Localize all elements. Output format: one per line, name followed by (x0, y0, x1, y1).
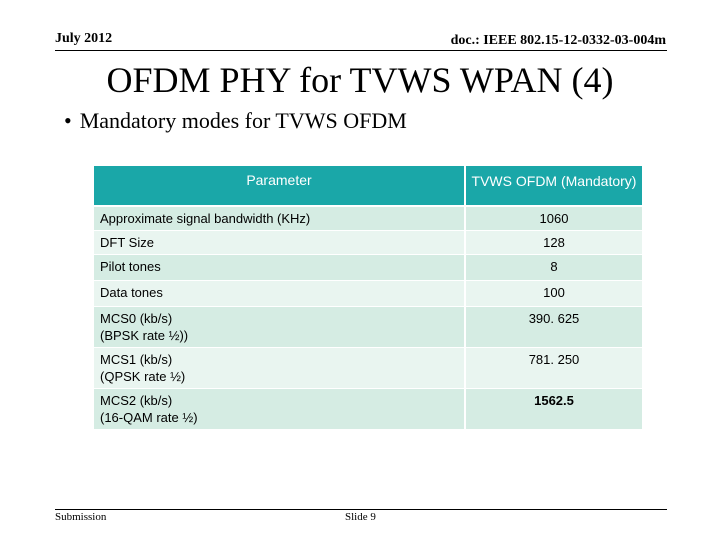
parameter-cell: Pilot tones (94, 255, 466, 281)
table-row: MCS1 (kb/s) (QPSK rate ½) 781. 250 (94, 348, 642, 389)
table-row: DFT Size 128 (94, 231, 642, 255)
parameter-line: (BPSK rate ½)) (100, 328, 189, 343)
parameter-cell: MCS1 (kb/s) (QPSK rate ½) (94, 348, 466, 389)
value-cell: 128 (466, 231, 642, 255)
footer-slide-number: Slide 9 (345, 511, 376, 523)
parameter-line: MCS1 (kb/s) (100, 352, 173, 367)
table-header-row: Parameter TVWS OFDM (Mandatory) (94, 166, 642, 207)
value-cell: 390. 625 (466, 307, 642, 348)
bullet-item: • Mandatory modes for TVWS OFDM (64, 107, 407, 135)
parameter-cell: MCS2 (kb/s) (16-QAM rate ½) (94, 389, 466, 430)
table-row: MCS0 (kb/s) (BPSK rate ½)) 390. 625 (94, 307, 642, 348)
parameter-cell: Data tones (94, 281, 466, 307)
value-cell: 100 (466, 281, 642, 307)
column-header-parameter: Parameter (94, 166, 466, 207)
bullet-text: Mandatory modes for TVWS OFDM (79, 108, 407, 133)
table-row: Pilot tones 8 (94, 255, 642, 281)
value-cell: 8 (466, 255, 642, 281)
column-header-tvws-ofdm: TVWS OFDM (Mandatory) (466, 166, 642, 207)
value-cell: 1060 (466, 207, 642, 231)
parameter-line: MCS2 (kb/s) (100, 393, 173, 408)
table-row: Approximate signal bandwidth (KHz) 1060 (94, 207, 642, 231)
parameter-cell: DFT Size (94, 231, 466, 255)
value-cell: 1562.5 (466, 389, 642, 430)
value-cell: 781. 250 (466, 348, 642, 389)
header-doc-id: doc.: IEEE 802.15-12-0332-03-004m (450, 33, 666, 48)
table-row: MCS2 (kb/s) (16-QAM rate ½) 1562.5 (94, 389, 642, 430)
slide-title: OFDM PHY for TVWS WPAN (4) (106, 60, 614, 100)
footer-divider (55, 509, 667, 510)
footer-submission: Submission (55, 511, 107, 523)
parameter-line: (16-QAM rate ½) (100, 410, 198, 425)
bullet-symbol: • (64, 108, 72, 133)
parameter-line: MCS0 (kb/s) (100, 311, 173, 326)
header-divider (55, 50, 667, 51)
header-date: July 2012 (55, 31, 113, 46)
parameter-line: (QPSK rate ½) (100, 369, 186, 384)
table-row: Data tones 100 (94, 281, 642, 307)
parameter-table: Parameter TVWS OFDM (Mandatory) Approxim… (94, 166, 642, 430)
parameter-cell: MCS0 (kb/s) (BPSK rate ½)) (94, 307, 466, 348)
parameter-cell: Approximate signal bandwidth (KHz) (94, 207, 466, 231)
